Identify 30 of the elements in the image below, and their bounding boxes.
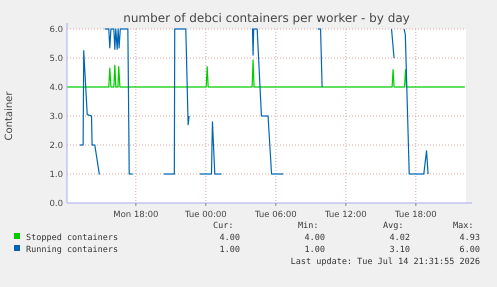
x-tick-label: Tue 00:00 [184,210,227,220]
text: 4.00 [304,233,325,243]
y-tick-label: 4.0 [49,83,63,93]
y-tick-label: 0.0 [49,199,63,209]
text: 4.93 [460,233,480,243]
x-tick-label: Tue 12:00 [324,210,367,220]
text: 4.00 [220,233,240,243]
line-series [66,59,466,88]
text: 6.00 [460,245,480,255]
text: Last update: Tue Jul 14 21:31:55 2026 [290,257,480,267]
x-tick-label: Tue 06:00 [254,210,297,220]
x-tick-label: Mon 18:00 [113,210,158,220]
text: 1.00 [304,245,325,255]
x-tick-label: Tue 18:00 [394,210,437,220]
y-tick-label: 2.0 [49,141,63,151]
text: Max: [453,221,474,231]
text: Avg: [383,221,404,231]
text: 1.00 [220,245,240,255]
y-axis-title: Container [4,90,15,140]
legend-label: Running containers [26,245,118,255]
text: Cur: [213,221,234,231]
y-tick-label: 5.0 [49,54,63,64]
y-tick-label: 6.0 [49,25,63,35]
text: 4.02 [390,233,410,243]
chart-title: number of debci containers per worker - by day [123,11,410,25]
legend-label: Stopped containers [26,233,118,243]
y-tick-label: 3.0 [49,112,63,122]
text: Min: [298,221,318,231]
text: 3.10 [390,245,410,255]
y-tick-label: 1.0 [49,170,63,180]
